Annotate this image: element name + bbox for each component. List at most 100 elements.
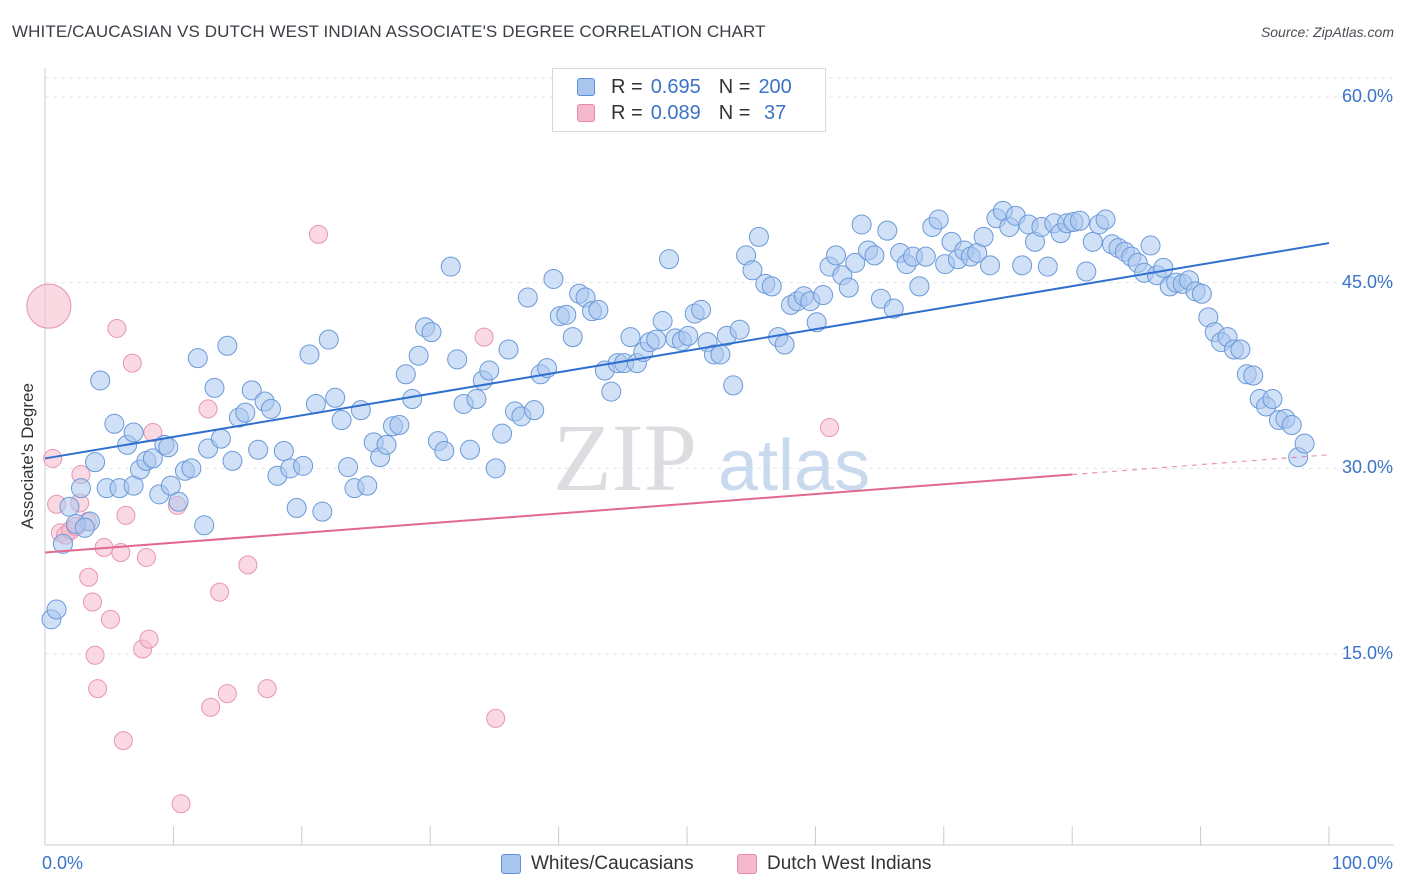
data-point-white-caucasian (524, 400, 545, 421)
x-tick-label-min: 0.0% (42, 853, 84, 873)
n-value: 37 (758, 101, 787, 124)
data-point-white-caucasian (1230, 339, 1251, 360)
legend-item-whites[interactable]: Whites/Caucasians (501, 852, 694, 876)
data-point-white-caucasian (181, 458, 202, 479)
data-point-dutch-west-indian (308, 224, 328, 244)
data-point-white-caucasian (691, 299, 712, 320)
data-point-white-caucasian (90, 370, 111, 391)
r-value: 0.695 (650, 75, 701, 98)
data-point-white-caucasian (376, 434, 397, 455)
data-point-white-caucasian (492, 423, 513, 444)
y-tick-label: 60.0% (1341, 86, 1393, 106)
data-point-dutch-west-indian (486, 708, 506, 728)
data-point-dutch-west-indian (210, 582, 230, 602)
data-point-white-caucasian (389, 415, 410, 436)
data-point-white-caucasian (543, 268, 564, 289)
legend-swatch-dutch (577, 104, 595, 122)
data-point-white-caucasian (402, 389, 423, 410)
data-point-white-caucasian (293, 455, 314, 476)
data-point-white-caucasian (204, 377, 225, 398)
data-point-white-caucasian (434, 441, 455, 462)
n-value: 200 (758, 75, 792, 98)
data-point-white-caucasian (1082, 231, 1103, 252)
data-point-white-caucasian (1012, 255, 1033, 276)
data-point-dutch-west-indian (43, 448, 63, 468)
data-point-white-caucasian (440, 256, 461, 277)
data-point-white-caucasian (286, 497, 307, 518)
data-point-white-caucasian (312, 501, 333, 522)
data-point-white-caucasian (217, 335, 238, 356)
data-point-white-caucasian (928, 209, 949, 230)
data-point-white-caucasian (273, 441, 294, 462)
data-point-white-caucasian (646, 329, 667, 350)
data-point-white-caucasian (774, 334, 795, 355)
data-point-white-caucasian (980, 255, 1001, 276)
whites-caucasians-points (41, 200, 1315, 630)
data-point-dutch-west-indian (198, 399, 218, 419)
stats-legend-row-dutch: R = 0.089 N = 37 (577, 101, 786, 125)
data-point-dutch-west-indian (107, 318, 127, 338)
r-label: R = (611, 75, 643, 98)
data-point-dutch-west-indian (113, 731, 133, 751)
data-point-white-caucasian (1095, 209, 1116, 230)
data-point-dutch-west-indian (83, 592, 103, 612)
trend-line-dutch (44, 473, 1073, 554)
data-point-white-caucasian (1191, 283, 1212, 304)
data-point-white-caucasian (710, 344, 731, 365)
data-point-white-caucasian (517, 287, 538, 308)
data-point-white-caucasian (825, 245, 846, 266)
legend-label-whites: Whites/Caucasians (531, 853, 694, 874)
data-point-white-caucasian (460, 439, 481, 460)
data-point-white-caucasian (556, 304, 577, 325)
data-point-white-caucasian (222, 450, 243, 471)
data-point-dutch-west-indian (238, 555, 258, 575)
data-point-white-caucasian (299, 344, 320, 365)
data-point-dutch-west-indian (201, 697, 221, 717)
data-point-white-caucasian (485, 458, 506, 479)
data-point-dutch-west-indian (257, 679, 277, 699)
data-point-white-caucasian (1262, 389, 1283, 410)
data-point-dutch-west-indian (88, 679, 108, 699)
data-point-white-caucasian (973, 226, 994, 247)
data-point-white-caucasian (59, 496, 80, 517)
r-label: R = (611, 101, 643, 124)
data-point-white-caucasian (338, 457, 359, 478)
data-point-white-caucasian (142, 448, 163, 469)
x-tick-label-max: 100.0% (1331, 853, 1393, 873)
stats-legend-row-white: R = 0.695 N = 200 (577, 75, 792, 99)
data-point-white-caucasian (723, 375, 744, 396)
y-tick-label: 15.0% (1341, 643, 1393, 663)
data-point-white-caucasian (1069, 210, 1090, 231)
data-point-white-caucasian (123, 422, 144, 443)
data-point-white-caucasian (1153, 257, 1174, 278)
data-point-white-caucasian (915, 246, 936, 267)
data-point-white-caucasian (74, 517, 95, 538)
data-point-white-caucasian (851, 214, 872, 235)
data-point-dutch-west-indian (26, 283, 72, 329)
data-point-white-caucasian (813, 285, 834, 306)
data-point-white-caucasian (421, 322, 442, 343)
data-point-white-caucasian (466, 389, 487, 410)
data-point-dutch-west-indian (79, 567, 99, 587)
n-label: N = (718, 101, 751, 124)
data-point-white-caucasian (652, 311, 673, 332)
data-point-white-caucasian (1281, 415, 1302, 436)
dutch-west-indians-points (26, 224, 840, 814)
data-point-white-caucasian (52, 533, 73, 554)
legend-item-dutch[interactable]: Dutch West Indians (737, 852, 931, 876)
data-point-white-caucasian (235, 402, 256, 423)
legend-swatch-dutch-bottom (737, 854, 757, 874)
trend-lines (44, 242, 1330, 554)
data-point-white-caucasian (864, 245, 885, 266)
data-point-white-caucasian (498, 339, 519, 360)
data-point-white-caucasian (357, 475, 378, 496)
data-point-dutch-west-indian (100, 609, 120, 629)
data-point-dutch-west-indian (474, 327, 494, 347)
watermark-atlas: atlas (718, 426, 870, 506)
data-point-white-caucasian (1294, 433, 1315, 454)
data-point-white-caucasian (305, 393, 326, 414)
legend-swatch-white (577, 78, 595, 96)
data-point-white-caucasian (562, 327, 583, 348)
data-point-white-caucasian (748, 226, 769, 247)
